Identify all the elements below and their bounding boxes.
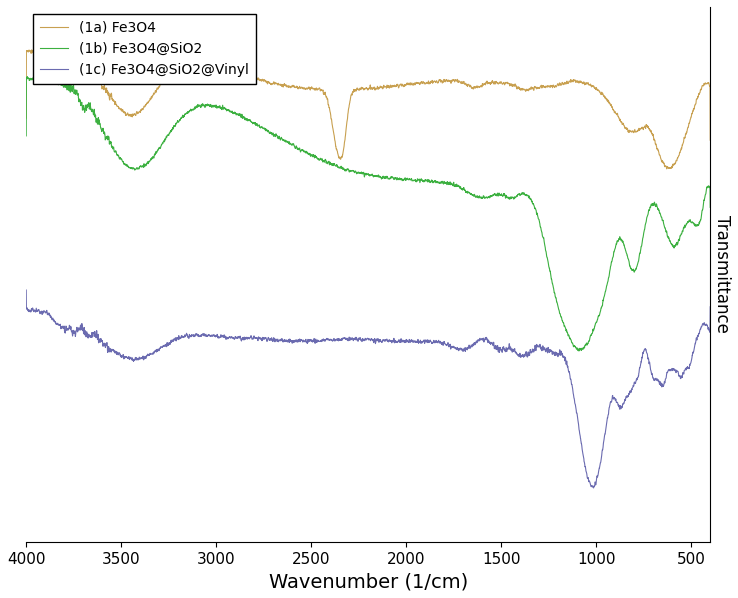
- (1a) Fe3O4: [21, 115, 30, 122]
- Y-axis label: Transmittance: Transmittance: [713, 215, 731, 333]
- (1b) Fe3O4@SiO2: [494, 191, 503, 198]
- Line: (1c) Fe3O4@SiO2@Vinyl: (1c) Fe3O4@SiO2@Vinyl: [26, 290, 710, 488]
- (1b) Fe3O4@SiO2: [104, 133, 113, 140]
- Line: (1a) Fe3O4: (1a) Fe3O4: [26, 50, 710, 169]
- (1c) Fe3O4@SiO2@Vinyl: [235, 334, 244, 341]
- (1a) Fe3O4: [103, 88, 112, 95]
- (1a) Fe3O4: [104, 91, 113, 98]
- (1c) Fe3O4@SiO2@Vinyl: [21, 286, 30, 294]
- (1b) Fe3O4@SiO2: [550, 289, 559, 297]
- (1a) Fe3O4: [662, 165, 671, 172]
- (1c) Fe3O4@SiO2@Vinyl: [589, 484, 598, 492]
- (1b) Fe3O4@SiO2: [23, 73, 32, 80]
- Legend: (1a) Fe3O4, (1b) Fe3O4@SiO2, (1c) Fe3O4@SiO2@Vinyl: (1a) Fe3O4, (1b) Fe3O4@SiO2, (1c) Fe3O4@…: [33, 14, 256, 84]
- (1c) Fe3O4@SiO2@Vinyl: [550, 350, 559, 358]
- (1a) Fe3O4: [48, 46, 57, 53]
- (1a) Fe3O4: [550, 84, 559, 91]
- (1b) Fe3O4@SiO2: [706, 204, 714, 211]
- (1a) Fe3O4: [235, 69, 244, 76]
- (1a) Fe3O4: [494, 80, 503, 87]
- (1a) Fe3O4: [65, 51, 74, 59]
- X-axis label: Wavenumber (1/cm): Wavenumber (1/cm): [269, 572, 468, 591]
- (1c) Fe3O4@SiO2@Vinyl: [494, 344, 503, 352]
- (1b) Fe3O4@SiO2: [235, 110, 244, 117]
- (1c) Fe3O4@SiO2@Vinyl: [104, 343, 113, 350]
- (1c) Fe3O4@SiO2@Vinyl: [65, 322, 74, 329]
- (1a) Fe3O4: [706, 136, 714, 144]
- (1c) Fe3O4@SiO2@Vinyl: [103, 347, 112, 355]
- (1b) Fe3O4@SiO2: [65, 83, 74, 90]
- Line: (1b) Fe3O4@SiO2: (1b) Fe3O4@SiO2: [26, 77, 710, 351]
- (1b) Fe3O4@SiO2: [574, 347, 583, 355]
- (1b) Fe3O4@SiO2: [21, 132, 30, 139]
- (1c) Fe3O4@SiO2@Vinyl: [706, 303, 714, 310]
- (1b) Fe3O4@SiO2: [103, 133, 112, 140]
